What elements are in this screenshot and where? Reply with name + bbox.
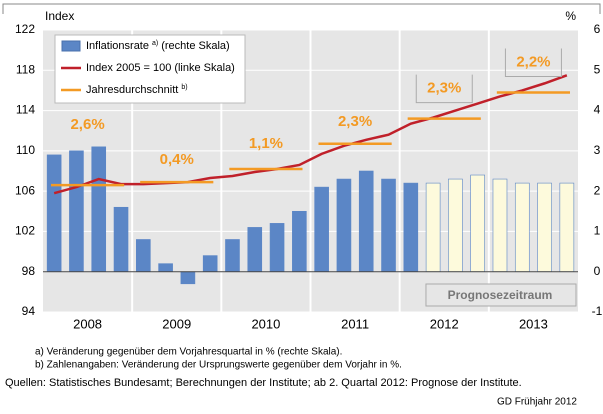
- legend-suffix: (rechte Skala): [161, 40, 229, 52]
- legend-note: b): [181, 84, 187, 91]
- legend-name: Jahresdurchschnitt: [86, 84, 178, 96]
- bar: [113, 206, 129, 273]
- footnote: a) Veränderung gegenüber dem Vorjahresqu…: [35, 347, 342, 358]
- y-tick-label: 106: [15, 183, 35, 197]
- annotation-box: [415, 74, 473, 104]
- annotation: 2,3%: [338, 113, 372, 130]
- bar: [336, 178, 352, 273]
- annotation: 2,3%: [427, 80, 461, 97]
- y2-tick-label: 3: [594, 143, 601, 157]
- y-tick-label: 94: [22, 304, 36, 318]
- legend-note: a): [152, 40, 158, 47]
- legend-label: Jahresdurchschnitt b): [86, 84, 188, 96]
- bar: [69, 150, 84, 273]
- bar: [247, 227, 263, 273]
- bar: [158, 263, 173, 273]
- bar: [202, 255, 218, 273]
- forecast-label: Prognosezeitraum: [448, 288, 553, 302]
- y-tick-label: 118: [16, 62, 35, 76]
- y2-tick-label: 1: [594, 224, 601, 238]
- x-tick-label: 2013: [519, 316, 548, 331]
- bar: [91, 146, 107, 273]
- y-tick-label: 114: [16, 103, 35, 117]
- y-tick-label: 122: [15, 22, 35, 36]
- bar: [425, 182, 441, 273]
- annotation: 2,6%: [70, 116, 104, 133]
- bar: [269, 223, 285, 273]
- annotation: 2,2%: [516, 53, 550, 70]
- y2-tick-label: -1: [592, 304, 603, 318]
- bar: [46, 154, 62, 273]
- legend-label: Inflationsrate a) (rechte Skala): [86, 40, 230, 52]
- y-tick-label: 102: [15, 224, 35, 238]
- bar: [403, 182, 419, 273]
- x-tick-label: 2010: [251, 316, 280, 331]
- footnote: b) Zahlenangaben: Veränderung der Urspru…: [35, 360, 402, 371]
- annotation: 0,4%: [160, 151, 194, 168]
- forecast-box: [425, 283, 577, 307]
- bar: [492, 178, 508, 273]
- bar: [514, 182, 530, 273]
- bar: [292, 210, 307, 273]
- y2-tick-label: 2: [594, 183, 601, 197]
- y2-tick-label: 6: [594, 22, 601, 36]
- x-tick-label: 2008: [73, 316, 102, 331]
- bar: [225, 239, 240, 273]
- annotation-box: [504, 48, 562, 77]
- index-line: [53, 74, 568, 195]
- legend-suffix: (linke Skala): [174, 62, 235, 74]
- legend-label: Index 2005 = 100 (linke Skala): [86, 62, 235, 74]
- source: Quellen: Statistisches Bundesamt; Berech…: [5, 377, 522, 389]
- y-tick-label: 110: [16, 143, 35, 157]
- x-tick-label: 2012: [430, 316, 459, 331]
- bar: [381, 178, 396, 273]
- legend-name: Index 2005 = 100: [86, 62, 171, 74]
- y2-tick-label: 0: [594, 264, 601, 278]
- frame: [2, 3, 601, 14]
- legend: [54, 34, 246, 104]
- bar: [358, 170, 374, 273]
- legend-swatch: [61, 40, 81, 52]
- bar: [470, 174, 485, 273]
- x-tick-label: 2011: [341, 316, 369, 331]
- y2-tick-label: 5: [594, 62, 601, 76]
- x-tick-label: 2009: [162, 316, 191, 331]
- bar: [559, 182, 575, 273]
- legend-name: Inflationsrate: [86, 40, 149, 52]
- bar: [136, 239, 151, 273]
- annotation: 1,1%: [249, 135, 283, 152]
- bar: [180, 271, 196, 285]
- y2-axis-label: %: [565, 9, 576, 23]
- y2-tick-label: 4: [594, 103, 601, 117]
- bar: [448, 178, 463, 273]
- y-tick-label: 98: [22, 264, 36, 278]
- bar: [314, 186, 329, 273]
- credit: GD Frühjahr 2012: [497, 397, 577, 408]
- y-axis-label: Index: [45, 9, 74, 23]
- bar: [537, 182, 552, 273]
